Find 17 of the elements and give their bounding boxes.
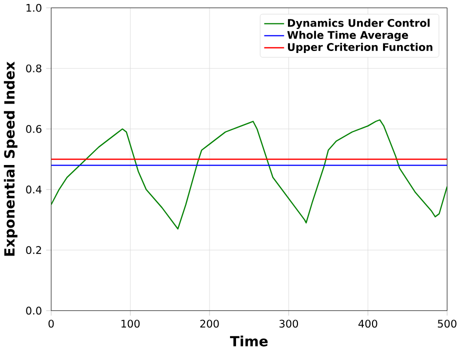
x-tick-label: 200 — [200, 320, 219, 328]
y-tick-label: 0.0 — [26, 306, 42, 314]
x-tick-label: 0 — [48, 320, 54, 328]
legend-label: Whole Time Average — [287, 30, 408, 41]
legend-label: Upper Criterion Function — [288, 42, 432, 53]
y-tick-label: 0.8 — [26, 64, 42, 72]
x-tick-label: 500 — [438, 320, 456, 328]
x-tick-label: 100 — [121, 320, 140, 328]
y-tick-label: 0.2 — [26, 246, 42, 254]
y-tick-label: 1.0 — [26, 4, 42, 12]
x-axis-title: Time — [230, 335, 268, 346]
y-tick-label: 0.6 — [26, 124, 42, 133]
x-tick-label: 400 — [358, 320, 378, 328]
y-axis-title: Exponential Speed Index — [4, 61, 18, 256]
legend-label: Dynamics Under Control — [288, 18, 430, 29]
y-tick-label: 0.4 — [26, 185, 42, 194]
x-tick-label: 300 — [280, 320, 298, 328]
